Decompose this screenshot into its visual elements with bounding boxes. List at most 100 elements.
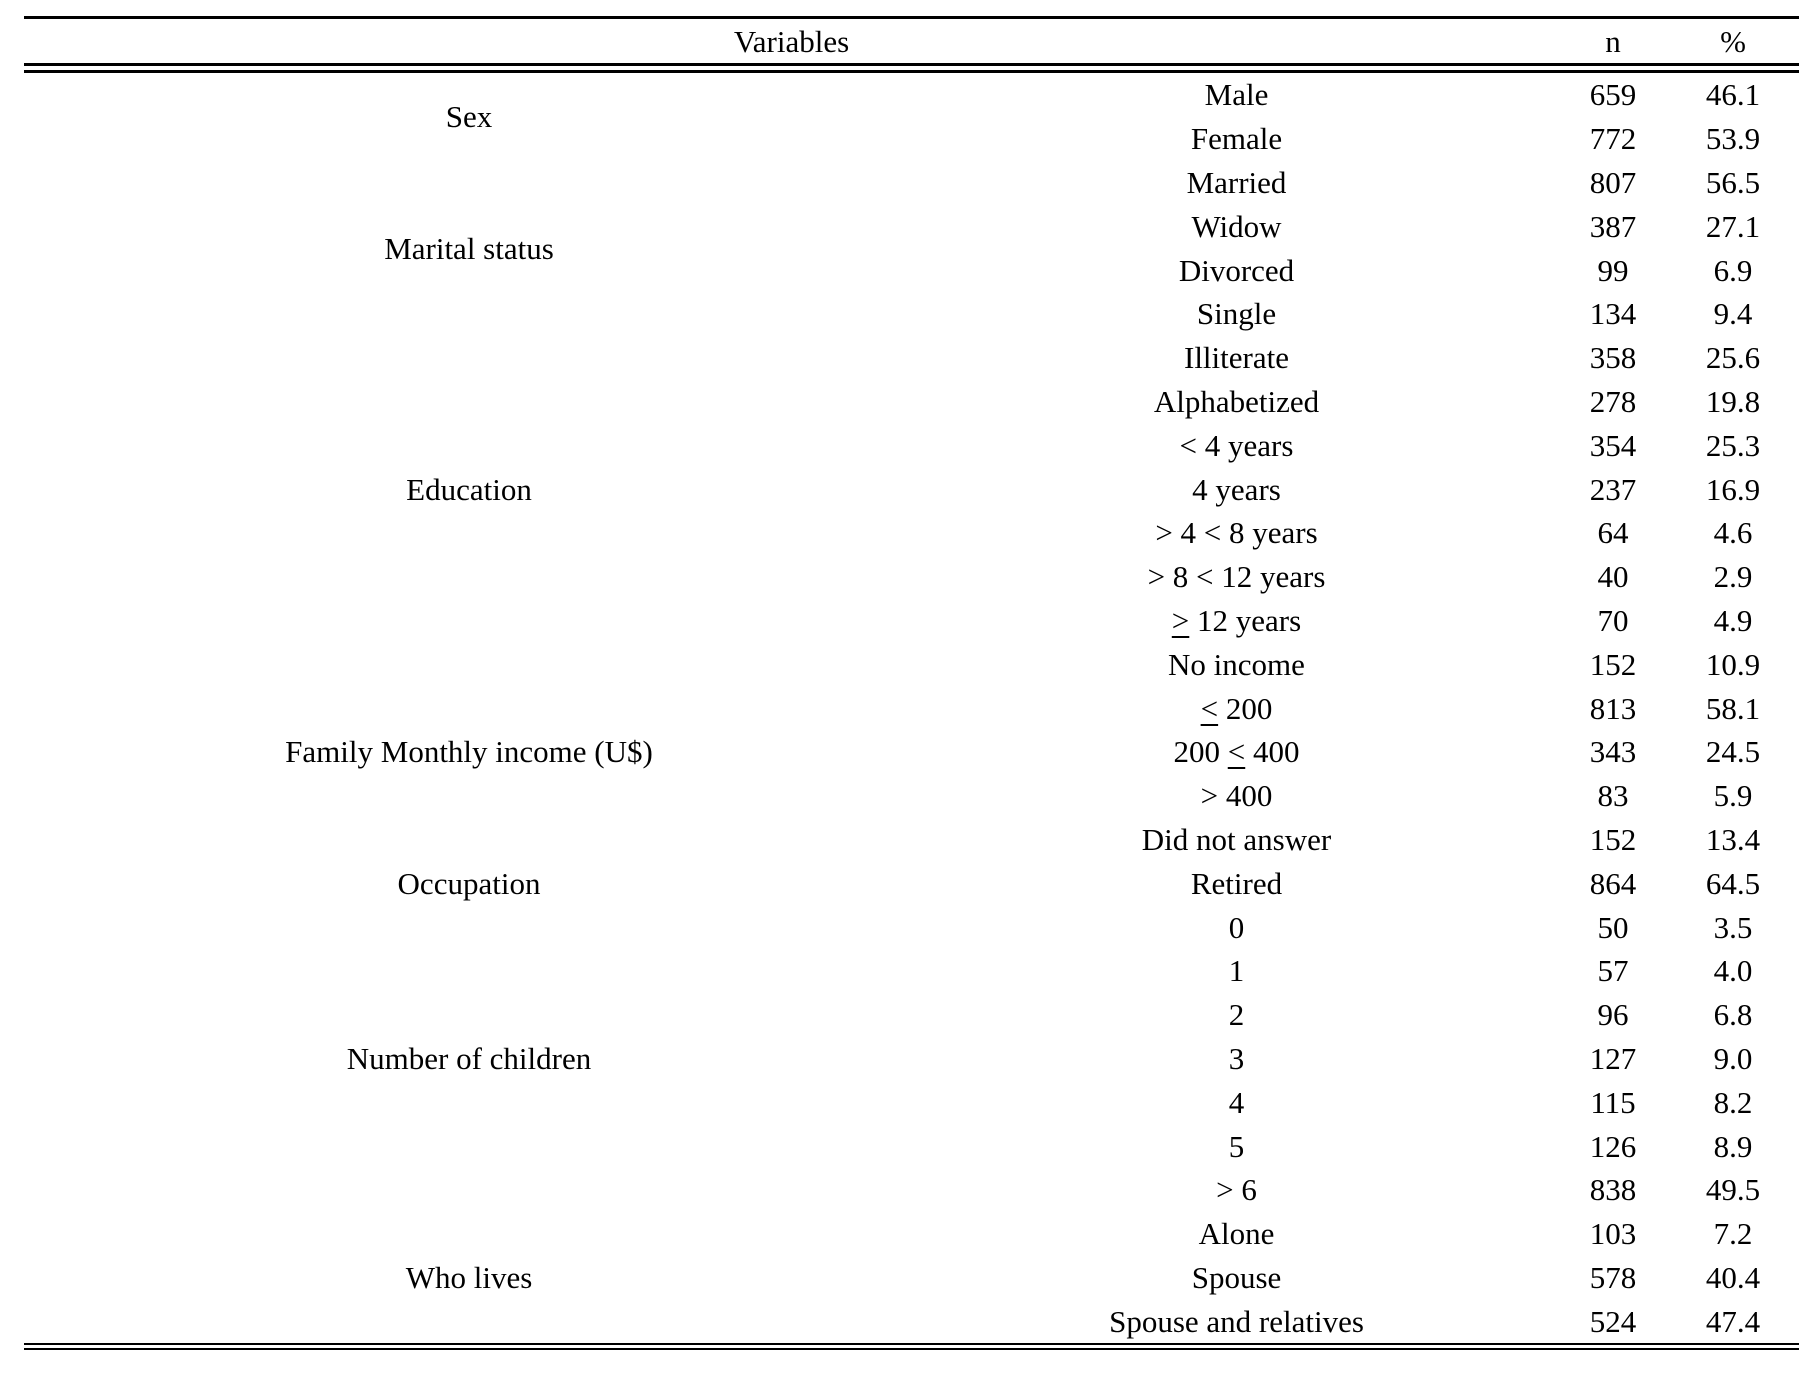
demographics-table: Variables n % Sex Male 659 46.1 Female 772 53.… [24, 16, 1799, 1351]
table-row: 2 96 6.8 [24, 993, 1799, 1037]
table-row: 200 < 400 343 24.5 [24, 730, 1799, 774]
n-value-cell: 50 [1597, 909, 1629, 945]
category-cell: Married [1186, 164, 1287, 200]
percent-value-cell: 4.0 [1713, 953, 1753, 989]
greater-equal-glyph: > [1171, 602, 1190, 638]
category-cell: Female [1190, 121, 1283, 157]
percent-value-cell: 24.5 [1705, 734, 1761, 770]
percent-value-cell: 9.4 [1713, 296, 1753, 332]
table-row: 4 115 8.2 [24, 1080, 1799, 1124]
percent-value-cell: 58.1 [1705, 690, 1761, 726]
column-header-variables: Variables [24, 16, 1559, 73]
category-cell: > 8 < 12 years [1147, 559, 1326, 595]
table-row: Marital status Married 807 56.5 [24, 161, 1799, 264]
percent-value-cell: 49.5 [1705, 1172, 1761, 1208]
variable-group-label: Family Monthly income (U$) [285, 734, 653, 770]
category-cell: 1 [1228, 953, 1245, 989]
category-cell: 4 [1228, 1084, 1245, 1120]
n-value-cell: 659 [1589, 77, 1637, 113]
percent-value-cell: 4.9 [1713, 602, 1753, 638]
category-cell: Alone [1198, 1216, 1275, 1252]
n-value-cell: 838 [1589, 1172, 1637, 1208]
table-row: Family Monthly income (U$) No income 152 10… [24, 642, 1799, 768]
percent-value-cell: 7.2 [1713, 1216, 1753, 1252]
percent-value-cell: 27.1 [1705, 208, 1761, 244]
table-row: Occupation Retired 864 64.5 [24, 861, 1799, 905]
category-cell: Widow [1191, 208, 1282, 244]
table-row: > 400 83 5.9 [24, 774, 1799, 818]
percent-value-cell: 8.9 [1713, 1128, 1753, 1164]
table-row: Spouse and relatives 524 47.4 [24, 1299, 1799, 1346]
variable-group-label: Who lives [405, 1259, 533, 1295]
n-value-cell: 115 [1590, 1084, 1636, 1120]
variable-group-label: Occupation [397, 865, 541, 901]
n-value-cell: 807 [1589, 164, 1637, 200]
n-value-cell: 237 [1589, 471, 1637, 507]
n-value-cell: 813 [1589, 690, 1637, 726]
table-row: > 6 838 49.5 [24, 1168, 1799, 1212]
n-value-cell: 864 [1589, 865, 1637, 901]
n-value-cell: 70 [1597, 602, 1629, 638]
n-value-cell: 278 [1589, 383, 1637, 419]
n-value-cell: 524 [1589, 1303, 1637, 1339]
n-value-cell: 103 [1589, 1216, 1637, 1252]
n-value-cell: 40 [1597, 559, 1629, 595]
table-row: > 8 < 12 years 40 2.9 [24, 555, 1799, 599]
n-value-cell: 358 [1589, 340, 1637, 376]
category-cell: < 4 years [1179, 427, 1294, 463]
table-row: > 12 years 70 4.9 [24, 599, 1799, 643]
variable-group-label: Number of children [346, 1040, 592, 1076]
table-row: 5 126 8.9 [24, 1124, 1799, 1168]
category-cell: 200 < 400 [1173, 734, 1300, 770]
n-value-cell: 152 [1589, 646, 1637, 682]
table-row: > 4 < 8 years 64 4.6 [24, 511, 1799, 555]
table-row: Single 134 9.4 [24, 292, 1799, 336]
table-row: Divorced 99 6.9 [24, 248, 1799, 292]
n-value-cell: 126 [1589, 1128, 1637, 1164]
n-value-cell: 134 [1589, 296, 1637, 332]
category-cell: Spouse [1191, 1259, 1282, 1295]
table-header: Variables n % [24, 16, 1799, 73]
paper-page: Variables n % Sex Male 659 46.1 Female 772 53.… [0, 16, 1820, 1380]
percent-value-cell: 16.9 [1705, 471, 1761, 507]
table-row: Number of children 0 50 3.5 [24, 905, 1799, 1074]
n-value-cell: 152 [1589, 821, 1637, 857]
table-row: Education Illiterate 358 25.6 [24, 336, 1799, 504]
percent-value-cell: 6.9 [1713, 252, 1753, 288]
percent-value-cell: 2.9 [1713, 559, 1753, 595]
percent-value-cell: 25.6 [1705, 340, 1761, 376]
n-value-cell: 387 [1589, 208, 1637, 244]
category-cell: Spouse and relatives [1109, 1303, 1364, 1339]
n-value-cell: 354 [1589, 427, 1637, 463]
n-value-cell: 64 [1597, 515, 1629, 551]
percent-value-cell: 64.5 [1705, 865, 1761, 901]
category-cell: No income [1168, 646, 1305, 682]
percent-value-cell: 19.8 [1705, 383, 1761, 419]
percent-value-cell: 4.6 [1713, 515, 1753, 551]
less-equal-glyph: < [1227, 734, 1246, 770]
percent-value-cell: 56.5 [1705, 164, 1761, 200]
percent-value-cell: 9.0 [1713, 1040, 1753, 1076]
table-row: Did not answer 152 13.4 [24, 818, 1799, 862]
n-value-cell: 83 [1597, 778, 1629, 814]
percent-value-cell: 10.9 [1705, 646, 1761, 682]
percent-value-cell: 25.3 [1705, 427, 1761, 463]
category-cell: Illiterate [1184, 340, 1289, 376]
category-cell: < 200 [1200, 690, 1273, 726]
column-header-percent: % [1667, 16, 1799, 73]
percent-value-cell: 13.4 [1705, 821, 1761, 857]
category-cell: 0 [1228, 909, 1245, 945]
table-row: < 200 813 58.1 [24, 686, 1799, 730]
percent-value-cell: 40.4 [1705, 1259, 1761, 1295]
percent-value-cell: 47.4 [1705, 1303, 1761, 1339]
n-value-cell: 343 [1589, 734, 1637, 770]
percent-value-cell: 8.2 [1713, 1084, 1753, 1120]
category-cell: 4 years [1192, 471, 1281, 507]
category-cell: Alphabetized [1153, 383, 1320, 419]
category-cell: Retired [1190, 865, 1283, 901]
category-cell: > 4 < 8 years [1155, 515, 1318, 551]
table-row: Sex Male 659 46.1 [24, 68, 1799, 132]
table-row: Female 772 53.9 [24, 117, 1799, 161]
category-cell: > 400 [1200, 778, 1273, 814]
table-row: Alphabetized 278 19.8 [24, 380, 1799, 424]
